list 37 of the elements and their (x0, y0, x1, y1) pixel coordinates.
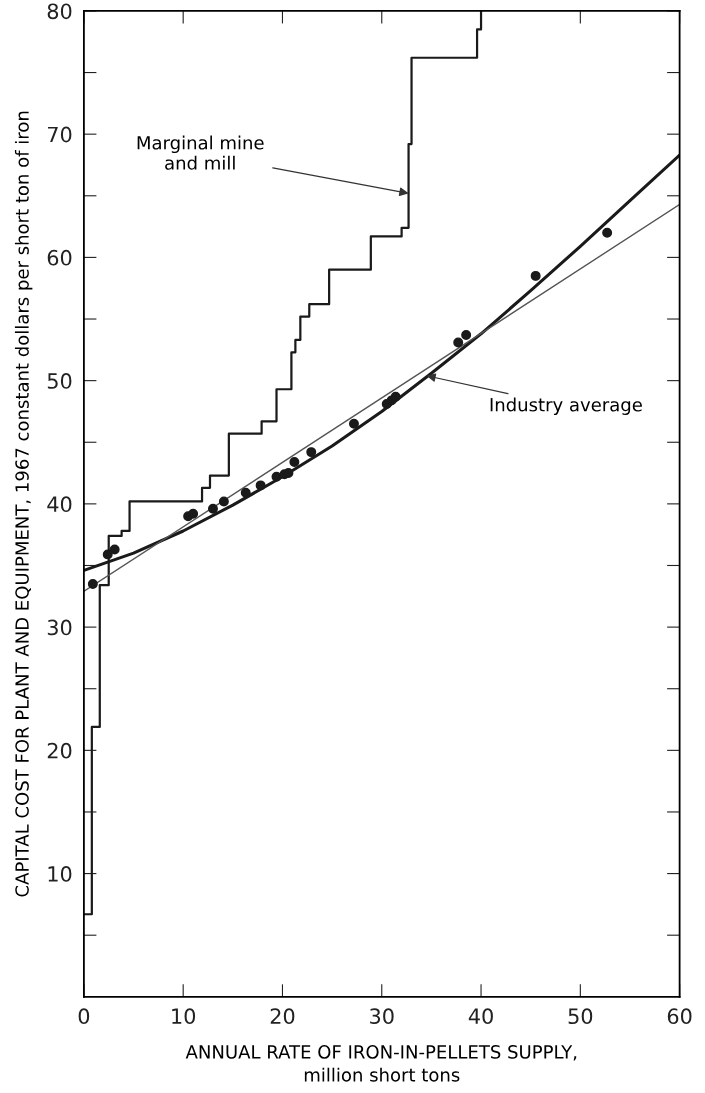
x-tick-label: 30 (370, 1008, 394, 1025)
point (289, 456, 300, 467)
point (102, 549, 113, 560)
y-tick-label: 70 (47, 126, 72, 143)
x-tick-label: 50 (568, 1008, 593, 1025)
y-tick-label: 80 (47, 3, 72, 20)
x-tick-label: 60 (667, 1008, 692, 1025)
point (602, 227, 613, 238)
y-tick-label: 30 (47, 619, 72, 636)
x-tick-label: 40 (468, 1008, 493, 1025)
y-tick-label: 60 (47, 249, 72, 266)
point (283, 468, 294, 479)
x-axis-title: ANNUAL RATE OF IRON-IN-PELLETS SUPPLY, million short tons (185, 1045, 577, 1082)
y-axis-title: CAPITAL COST FOR PLANT AND EQUIPMENT, 1967 constant dollars per short ton of iron (14, 111, 33, 897)
point (240, 487, 251, 498)
point (188, 508, 199, 519)
point (348, 418, 359, 429)
point (390, 391, 401, 402)
x-tick-label: 20 (270, 1008, 295, 1025)
point (109, 544, 120, 555)
point (255, 480, 266, 491)
annotation: Marginal mine and mill (137, 135, 264, 170)
point (271, 471, 282, 482)
y-tick-label: 40 (47, 496, 72, 513)
point (453, 337, 464, 348)
point (306, 447, 317, 458)
point (207, 503, 218, 514)
annotation: Industry average (490, 397, 642, 415)
point (87, 579, 98, 589)
y-tick-label: 50 (47, 373, 72, 389)
point (530, 270, 541, 281)
x-tick-label: 10 (172, 1008, 196, 1025)
point (461, 330, 472, 341)
y-tick-label: 10 (48, 866, 72, 882)
point (218, 496, 229, 507)
x-tick-label: 0 (78, 1008, 90, 1025)
y-tick-label: 20 (47, 742, 72, 759)
